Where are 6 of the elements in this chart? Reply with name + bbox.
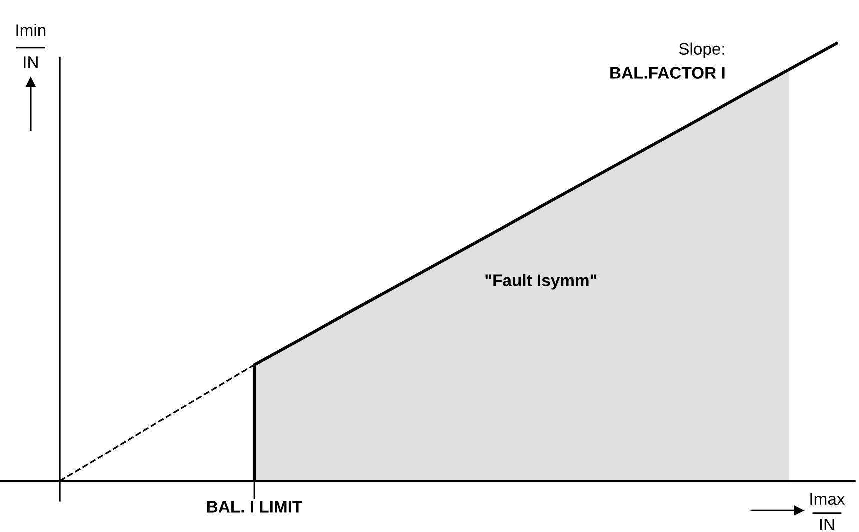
annotation: Slope: [679, 42, 724, 58]
x-axis-title: Imax IN [810, 493, 846, 530]
text: Imin IN [16, 24, 46, 68]
annotation: "Fault Isymm" [486, 274, 597, 290]
annotation: BAL.FACTOR I [610, 67, 725, 79]
text: BAL. I LIMIT [207, 501, 302, 513]
